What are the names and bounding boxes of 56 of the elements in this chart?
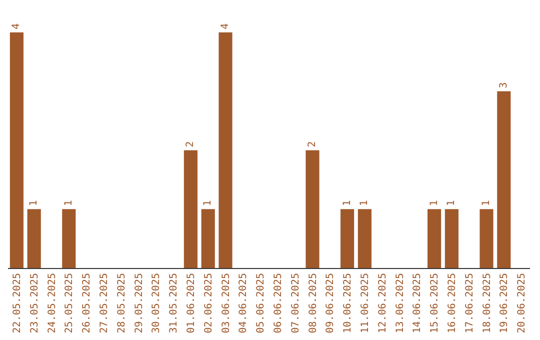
- data-label: 2: [185, 141, 196, 148]
- data-label: 4: [11, 23, 22, 30]
- x-tick-label: 30.05.2025: [151, 273, 162, 334]
- x-tick-label: 15.06.2025: [430, 273, 441, 334]
- bar: [27, 209, 41, 268]
- x-tick-label: 23.05.2025: [29, 273, 40, 334]
- x-tick-label: 29.05.2025: [134, 273, 145, 334]
- x-tick-label: 11.06.2025: [360, 273, 371, 334]
- data-label: 1: [446, 200, 458, 206]
- x-tick-label: 26.05.2025: [82, 273, 93, 334]
- x-tick-label: 25.05.2025: [64, 273, 76, 334]
- bar: [358, 209, 372, 268]
- bar: [306, 150, 320, 268]
- bar: [201, 209, 215, 268]
- x-tick-label: 19.06.2025: [499, 273, 510, 334]
- data-label: 1: [428, 200, 440, 206]
- x-tick-label: 07.06.2025: [290, 273, 302, 334]
- x-tick-label: 16.06.2025: [446, 273, 458, 334]
- x-tick-label: 01.06.2025: [186, 273, 197, 334]
- x-tick-label: 13.06.2025: [394, 273, 406, 334]
- data-label: 3: [498, 82, 510, 88]
- x-tick-label: 17.06.2025: [464, 273, 476, 334]
- x-tick-label: 03.06.2025: [220, 273, 232, 334]
- x-tick-label: 04.06.2025: [238, 273, 250, 334]
- data-label: 1: [359, 200, 370, 206]
- x-tick-label: 12.06.2025: [377, 273, 388, 334]
- bar: [184, 150, 198, 268]
- data-label: 4: [220, 23, 231, 30]
- data-label: 1: [28, 200, 40, 206]
- x-tick-label: 06.06.2025: [272, 273, 284, 334]
- x-tick-label: 05.06.2025: [256, 273, 267, 334]
- x-tick-label: 02.06.2025: [203, 273, 214, 334]
- x-tick-label: 10.06.2025: [342, 273, 354, 334]
- x-tick-label: 08.06.2025: [308, 273, 319, 334]
- bar: [218, 32, 232, 268]
- x-tick-label: 09.06.2025: [325, 273, 336, 334]
- data-label: 1: [202, 200, 214, 206]
- x-tick-label: 28.05.2025: [116, 273, 128, 334]
- bar: [497, 91, 511, 268]
- bar: [444, 209, 458, 268]
- bar: [340, 209, 354, 268]
- bar: [428, 209, 442, 268]
- data-label: 1: [342, 200, 353, 206]
- data-label: 1: [481, 200, 492, 206]
- data-label: 2: [307, 141, 318, 148]
- x-tick-label: 31.05.2025: [168, 273, 180, 334]
- x-tick-label: 18.06.2025: [482, 273, 493, 334]
- bar: [62, 209, 76, 268]
- x-tick-label: 22.05.2025: [12, 273, 23, 334]
- bar: [10, 32, 24, 268]
- bar: [480, 209, 494, 268]
- x-tick-label: 14.06.2025: [412, 273, 424, 334]
- x-tick-label: 24.05.2025: [46, 273, 58, 334]
- x-tick-label: 27.05.2025: [98, 273, 110, 334]
- x-tick-label: 20.06.2025: [516, 273, 528, 334]
- data-label: 1: [63, 200, 74, 206]
